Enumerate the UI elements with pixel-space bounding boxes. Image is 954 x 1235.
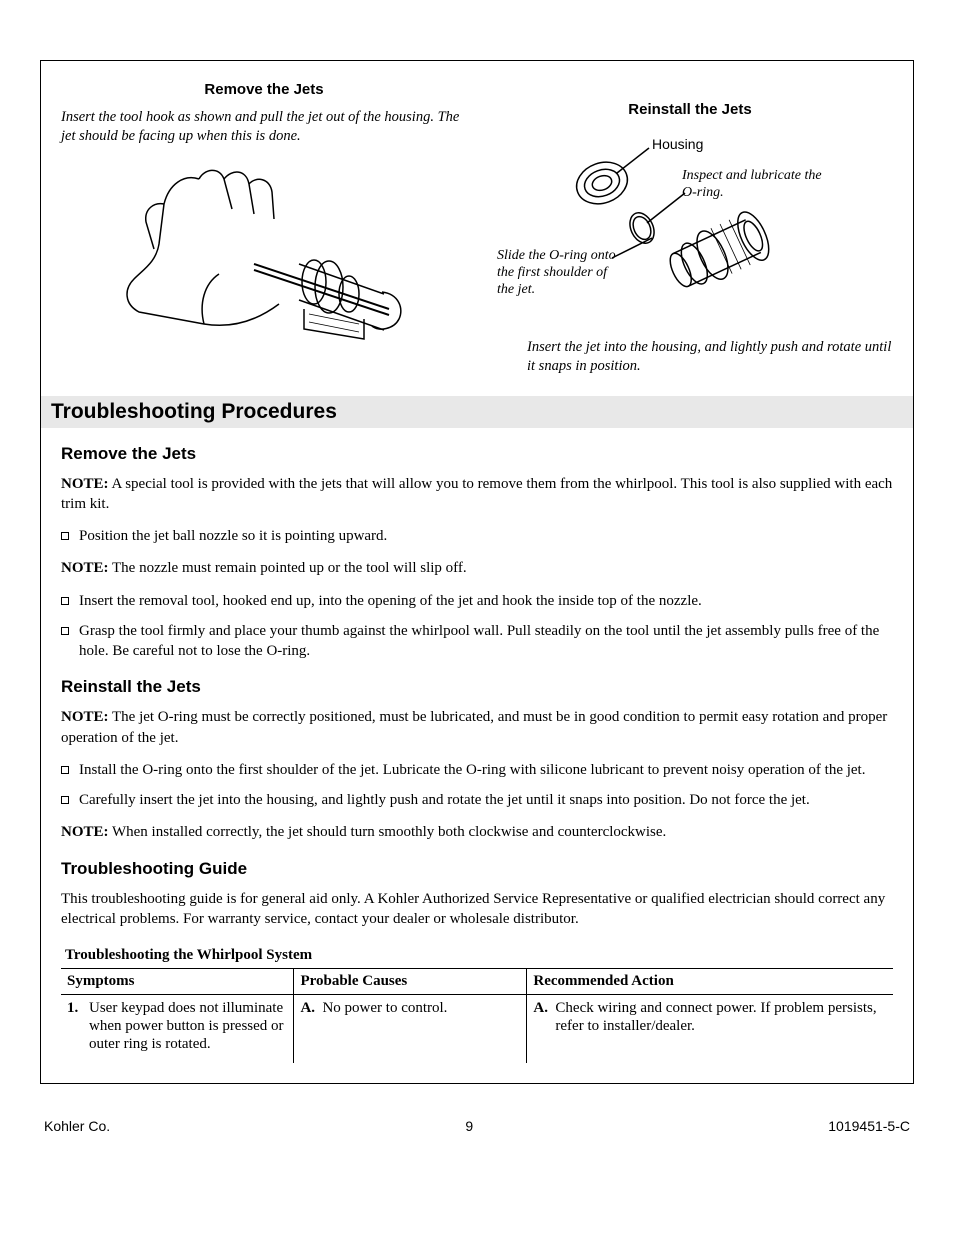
reinstall-list: Install the O-ring onto the first should… [61, 760, 893, 811]
note-reinstall-1-text: The jet O-ring must be correctly positio… [61, 709, 887, 745]
note-label: NOTE: [61, 476, 109, 492]
diagrams-row: Remove the Jets Insert the tool hook as … [41, 61, 913, 386]
cell-action: A. Check wiring and connect power. If pr… [527, 995, 893, 1064]
note-reinstall-1: NOTE: The jet O-ring must be correctly p… [61, 707, 893, 748]
cell-symptom: 1. User keypad does not illuminate when … [61, 995, 294, 1064]
content-area: Remove the Jets NOTE: A special tool is … [41, 444, 913, 1064]
reinstall-b1-bold: first shoulder [239, 762, 319, 778]
note-label: NOTE: [61, 824, 109, 840]
footer-center: 9 [465, 1118, 473, 1134]
remove-list-1: Position the jet ball nozzle so it is po… [61, 526, 893, 546]
action-letter: A. [533, 999, 555, 1035]
page-footer: Kohler Co. 9 1019451-5-C [0, 1104, 954, 1164]
note-remove-1-text: A special tool is provided with the jets… [61, 476, 892, 512]
remove-jets-illustration [104, 154, 424, 344]
diagram-right-caption: Insert the jet into the housing, and lig… [527, 338, 893, 376]
th-causes: Probable Causes [294, 969, 527, 995]
heading-reinstall-jets: Reinstall the Jets [61, 677, 893, 697]
table-header-row: Symptoms Probable Causes Recommended Act… [61, 969, 893, 995]
footer-right: 1019451-5-C [828, 1118, 910, 1134]
section-banner: Troubleshooting Procedures [41, 396, 913, 428]
note-remove-2-text: The nozzle must remain pointed up or the… [109, 560, 467, 576]
cell-cause: A. No power to control. [294, 995, 527, 1064]
heading-remove-jets: Remove the Jets [61, 444, 893, 464]
symptom-text: User keypad does not illuminate when pow… [89, 999, 287, 1053]
remove-list-2: Insert the removal tool, hooked end up, … [61, 591, 893, 662]
diagram-remove-jets: Remove the Jets Insert the tool hook as … [61, 81, 467, 376]
heading-guide: Troubleshooting Guide [61, 859, 893, 879]
action-text: Check wiring and connect power. If probl… [555, 999, 887, 1035]
guide-intro: This troubleshooting guide is for genera… [61, 889, 893, 930]
table-title: Troubleshooting the Whirlpool System [61, 941, 893, 968]
reinstall-b1-post: of the jet. Lubricate the O-ring with si… [318, 762, 865, 778]
th-symptoms: Symptoms [61, 969, 294, 995]
note-reinstall-2-text: When installed correctly, the jet should… [109, 824, 667, 840]
note-label: NOTE: [61, 709, 109, 725]
note-reinstall-2: NOTE: When installed correctly, the jet … [61, 822, 893, 842]
diagram-reinstall-jets: Reinstall the Jets Housing Inspect and l… [487, 81, 893, 376]
remove-bullet-3: Grasp the tool firmly and place your thu… [79, 621, 893, 662]
note-remove-1: NOTE: A special tool is provided with th… [61, 474, 893, 515]
reinstall-b2-bold: Do not force the jet. [689, 792, 809, 808]
diagram-right-title: Reinstall the Jets [487, 101, 893, 118]
diagram-left-title: Remove the Jets [61, 81, 467, 98]
diagram-left-caption: Insert the tool hook as shown and pull t… [61, 108, 467, 146]
diagram-right-area: Housing Inspect and lubricate the O-ring… [487, 128, 893, 328]
reinstall-bullet-2: Carefully insert the jet into the housin… [79, 790, 893, 810]
row-number: 1. [67, 999, 89, 1053]
note-remove-2: NOTE: The nozzle must remain pointed up … [61, 558, 893, 578]
remove-bullet-2: Insert the removal tool, hooked end up, … [79, 591, 893, 611]
note-label: NOTE: [61, 560, 109, 576]
reinstall-bullet-1: Install the O-ring onto the first should… [79, 760, 893, 780]
page-frame: Remove the Jets Insert the tool hook as … [40, 60, 914, 1084]
table-row: 1. User keypad does not illuminate when … [61, 995, 893, 1064]
cause-letter: A. [300, 999, 322, 1017]
th-action: Recommended Action [527, 969, 893, 995]
reinstall-b2-pre: Carefully insert the jet into the housin… [79, 792, 689, 808]
reinstall-b1-pre: Install the O-ring onto the [79, 762, 239, 778]
cause-text: No power to control. [322, 999, 447, 1017]
remove-bullet-1: Position the jet ball nozzle so it is po… [79, 526, 893, 546]
troubleshooting-table: Symptoms Probable Causes Recommended Act… [61, 968, 893, 1063]
reinstall-jets-illustration [487, 128, 847, 328]
footer-left: Kohler Co. [44, 1118, 110, 1134]
